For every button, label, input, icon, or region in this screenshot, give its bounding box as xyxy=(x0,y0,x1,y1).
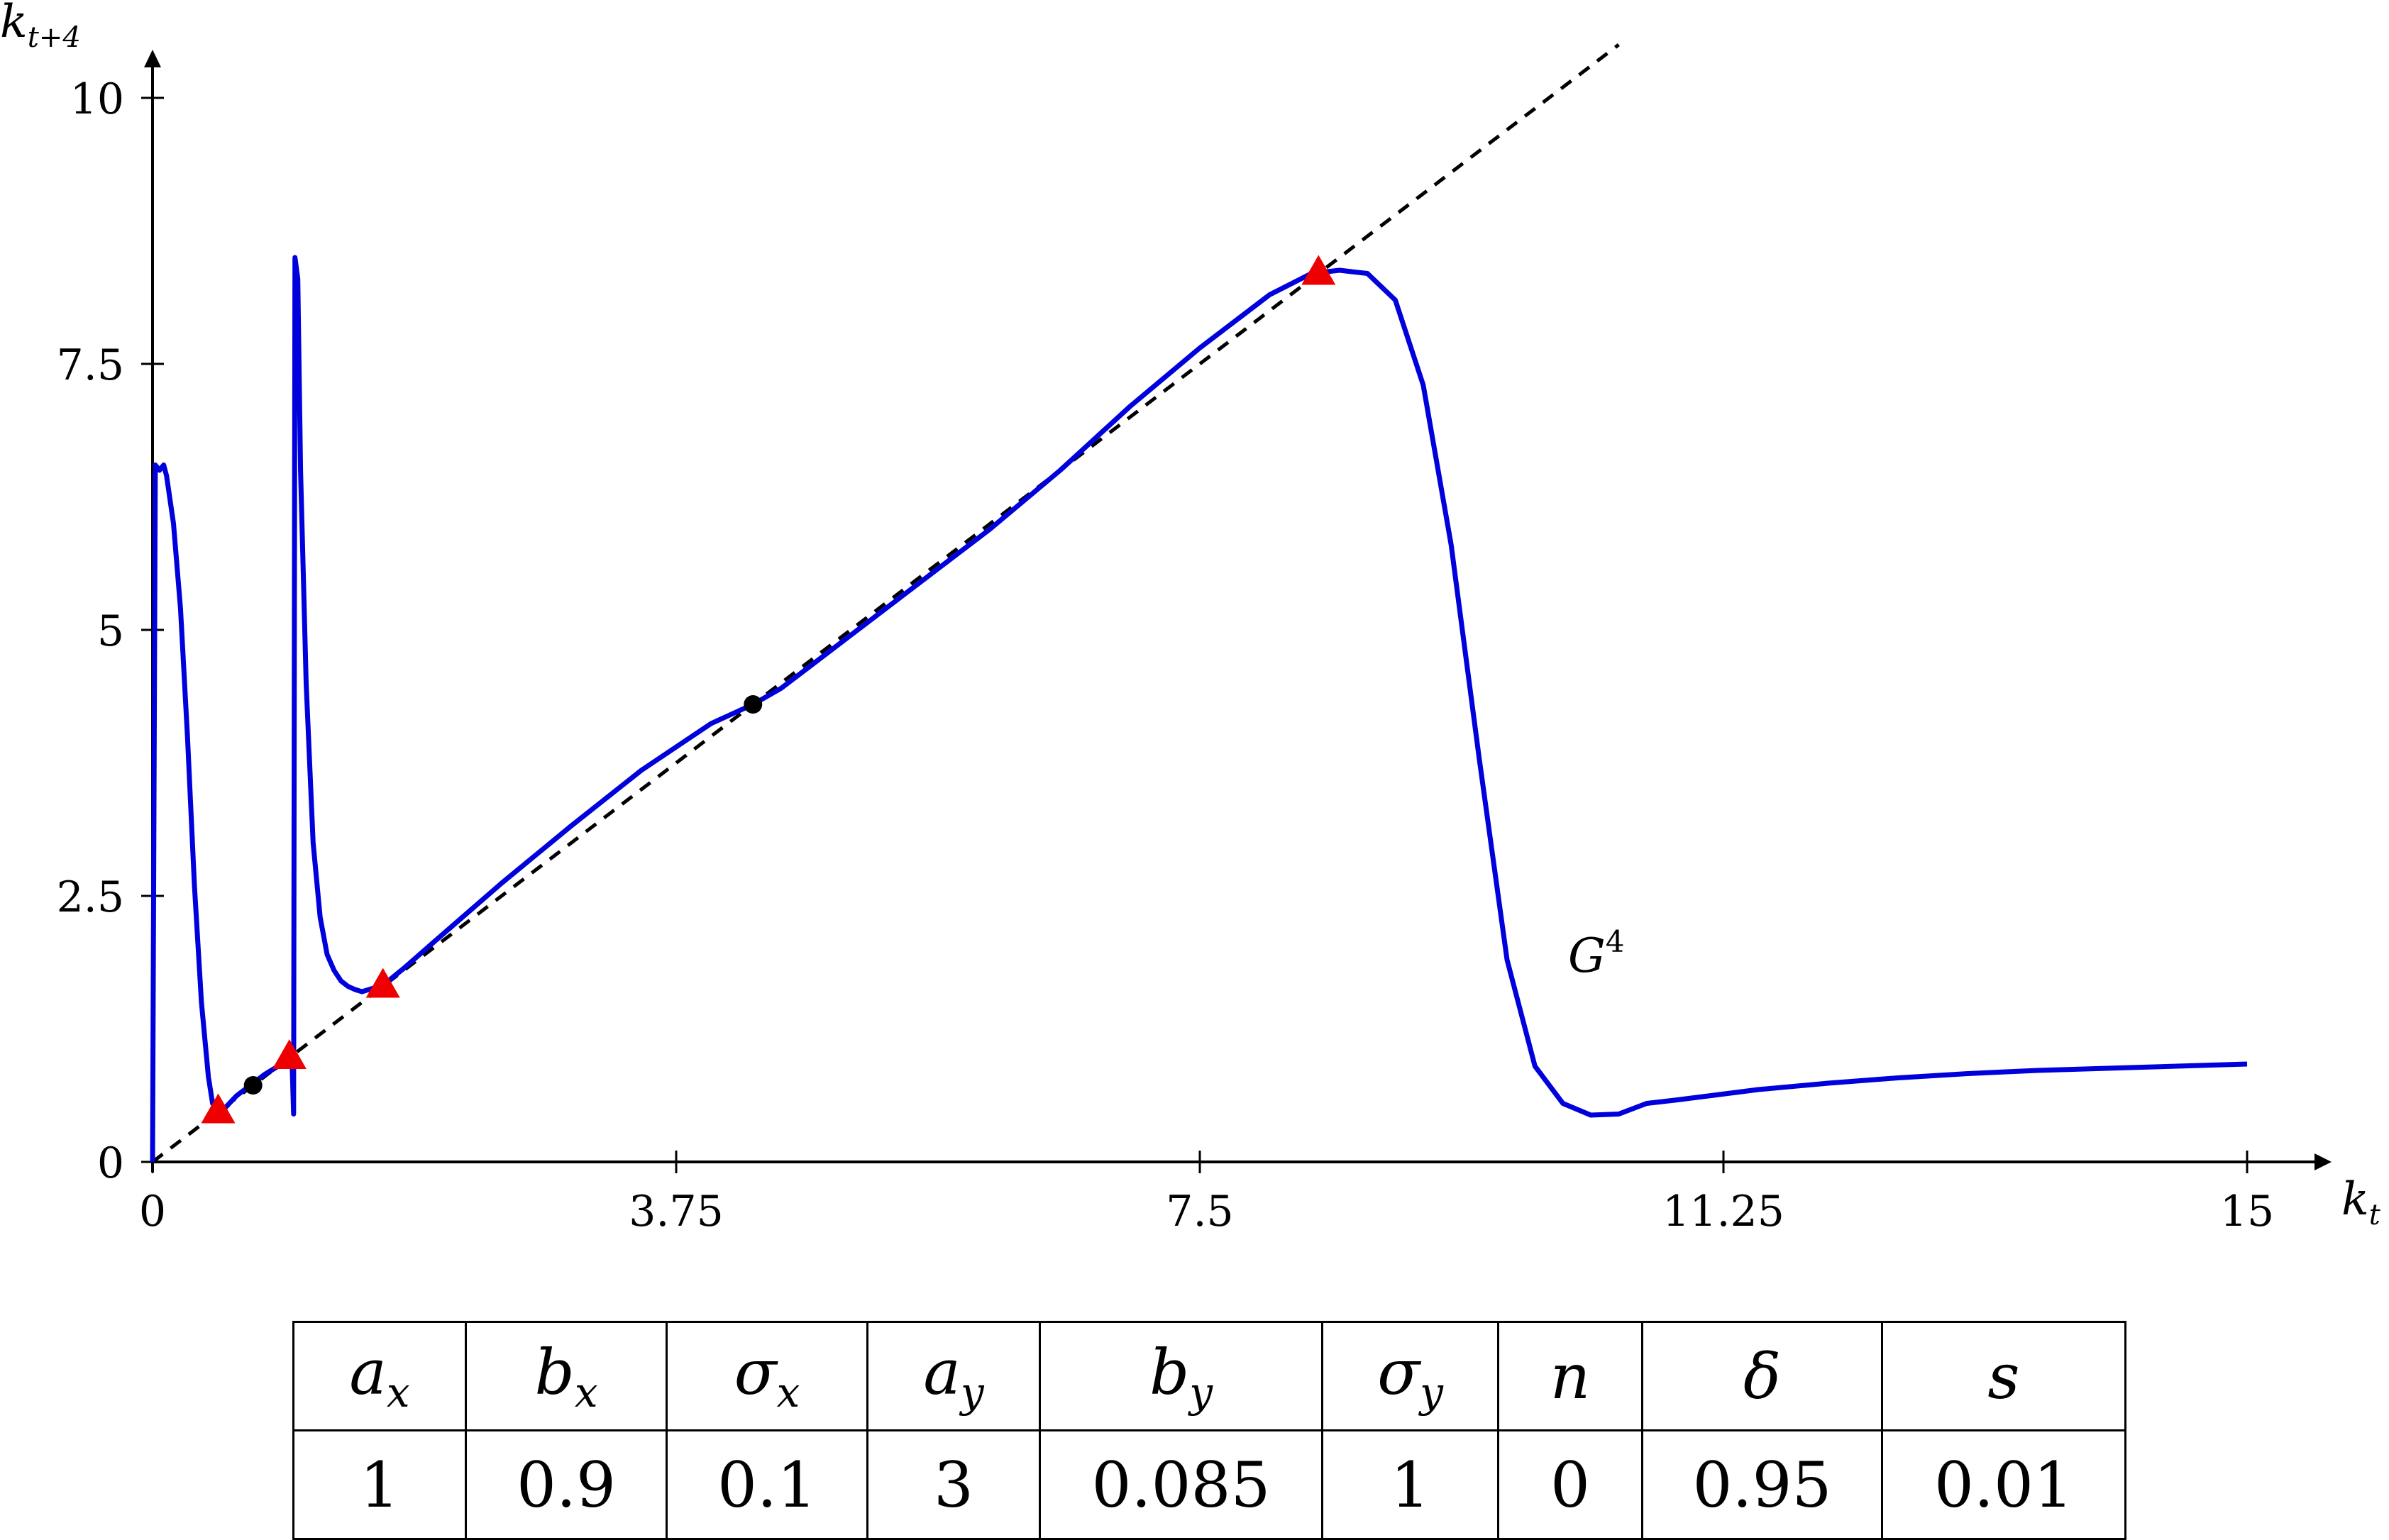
y-axis-label-main: k xyxy=(0,0,28,48)
header-subscript: x xyxy=(776,1368,800,1417)
fixed-point-triangle xyxy=(272,1039,307,1069)
g4-curve xyxy=(150,255,2248,1163)
fixed-point-triangle xyxy=(1301,255,1336,285)
table-header-cell: s xyxy=(1881,1321,2126,1431)
fixed-point-dot xyxy=(243,1076,263,1095)
fixed-point-triangle xyxy=(201,1093,236,1124)
y-tick-label: 7.5 xyxy=(57,340,124,390)
header-subscript: y xyxy=(1420,1368,1443,1417)
table-value-cell: 0.95 xyxy=(1641,1429,1883,1540)
y-axis-arrow xyxy=(144,50,161,67)
header-symbol: a xyxy=(923,1336,961,1409)
x-tick-label: 0 xyxy=(139,1187,166,1236)
header-subscript: x xyxy=(574,1368,598,1417)
table-value-cell: 3 xyxy=(866,1429,1041,1540)
table-value-cell: 0 xyxy=(1497,1429,1643,1540)
markers xyxy=(201,255,1336,1124)
header-symbol: σ xyxy=(1377,1336,1420,1409)
table-header-cell: n xyxy=(1497,1321,1643,1431)
x-tick-label: 3.75 xyxy=(629,1187,724,1236)
y-tick-label: 10 xyxy=(70,74,124,124)
header-subscript: y xyxy=(1189,1368,1213,1417)
header-symbol: n xyxy=(1550,1339,1591,1413)
fixed-point-triangle xyxy=(365,968,400,998)
y-tick-label: 2.5 xyxy=(57,873,124,922)
parameter-table: ax bx σx ay by σy n δ s 1 0.9 0.1 3 0.085 1 0 0.95 0.01 xyxy=(292,1321,2126,1540)
ticks: 0 3.75 7.5 11.25 15 0 2.5 5 7.5 10 xyxy=(57,74,2275,1236)
x-tick-label: 15 xyxy=(2220,1187,2274,1236)
x-axis-arrow xyxy=(2314,1153,2332,1170)
header-subscript: y xyxy=(960,1368,984,1417)
fixed-point-dot xyxy=(744,695,763,714)
table-header-cell: δ xyxy=(1641,1321,1883,1431)
table-value-row: 1 0.9 0.1 3 0.085 1 0 0.95 0.01 xyxy=(292,1429,2126,1540)
y-tick-label: 5 xyxy=(97,606,124,656)
table-header-row: ax bx σx ay by σy n δ s xyxy=(292,1321,2126,1431)
curve-label-sup: 4 xyxy=(1606,924,1625,959)
curve-label: G4 xyxy=(1568,924,1624,983)
header-symbol: b xyxy=(534,1336,575,1409)
header-symbol: σ xyxy=(734,1336,777,1409)
table-header-cell: ay xyxy=(866,1321,1041,1431)
table-value-cell: 0.085 xyxy=(1039,1429,1323,1540)
x-axis-label-sub: t xyxy=(2369,1199,2381,1231)
table-value-cell: 0.1 xyxy=(666,1429,868,1540)
curve-label-main: G xyxy=(1568,929,1606,983)
x-axis-label: kt xyxy=(2341,1173,2381,1231)
table-value-cell: 1 xyxy=(1321,1429,1499,1540)
table-header-cell: bx xyxy=(465,1321,668,1431)
table-value-cell: 0.9 xyxy=(465,1429,668,1540)
table-header-cell: ax xyxy=(292,1321,467,1431)
table-value-cell: 1 xyxy=(292,1429,467,1540)
axes xyxy=(144,50,2332,1172)
header-subscript: x xyxy=(386,1368,410,1417)
series xyxy=(150,43,2248,1163)
header-symbol: a xyxy=(349,1336,387,1409)
header-symbol: s xyxy=(1987,1339,2020,1413)
x-axis-label-main: k xyxy=(2341,1173,2369,1226)
y-axis-label-sub: t+4 xyxy=(28,21,81,54)
table-header-cell: σy xyxy=(1321,1321,1499,1431)
x-tick-label: 11.25 xyxy=(1662,1187,1784,1236)
y-axis-label: kt+4 xyxy=(0,0,81,54)
header-symbol: δ xyxy=(1743,1339,1781,1413)
table-header-cell: by xyxy=(1039,1321,1323,1431)
header-symbol: b xyxy=(1149,1336,1190,1409)
table-header-cell: σx xyxy=(666,1321,868,1431)
x-tick-label: 7.5 xyxy=(1166,1187,1233,1236)
y-tick-label: 0 xyxy=(97,1139,124,1188)
table-value-cell: 0.01 xyxy=(1881,1429,2126,1540)
